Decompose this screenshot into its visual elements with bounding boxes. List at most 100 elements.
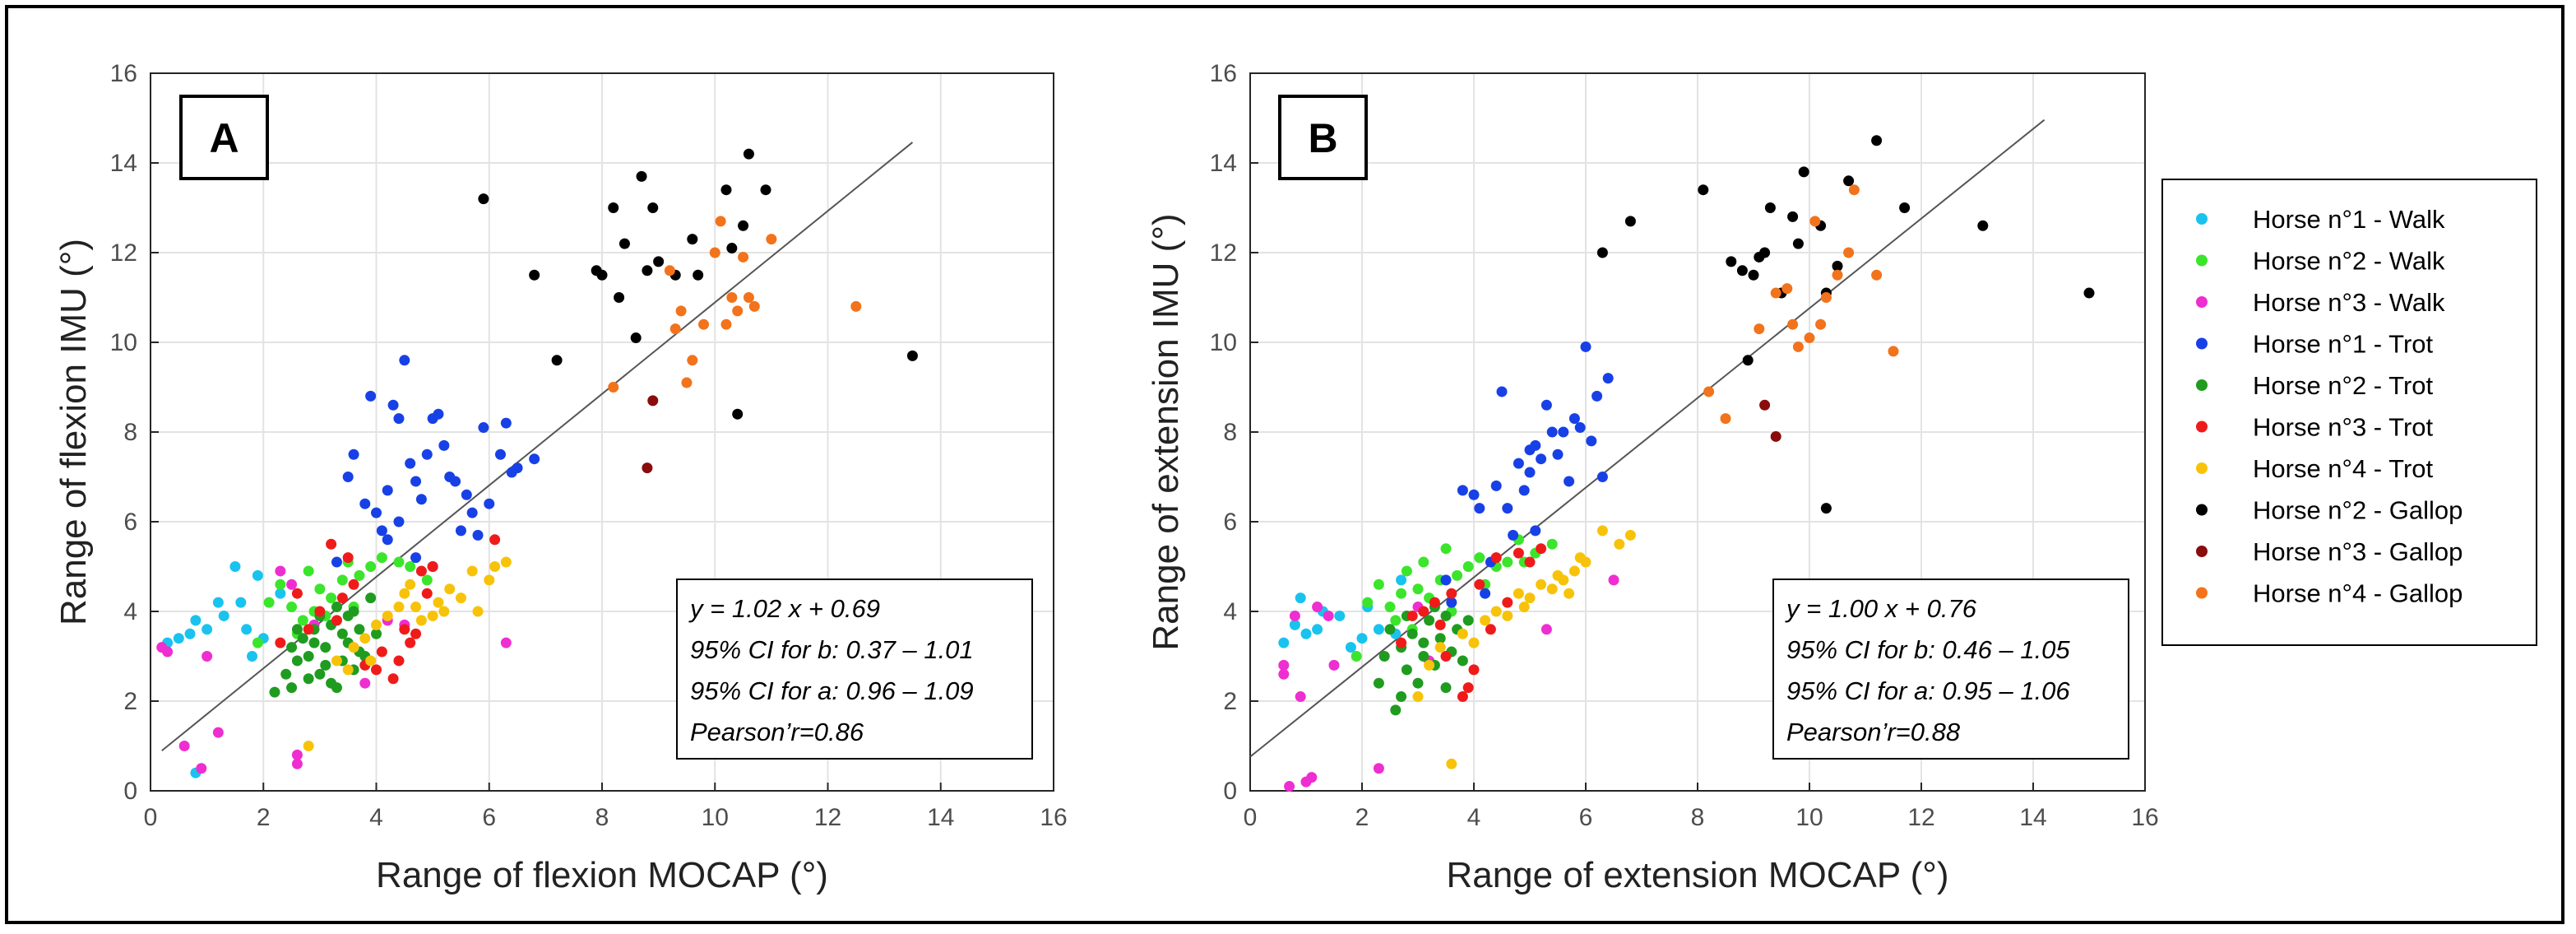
data-point <box>399 624 410 635</box>
data-point <box>303 565 314 577</box>
data-point <box>331 682 342 694</box>
data-point <box>608 382 619 393</box>
data-point <box>726 292 738 303</box>
data-point <box>387 673 399 685</box>
data-point <box>336 628 348 639</box>
data-point <box>1406 610 1418 621</box>
data-point <box>297 633 308 644</box>
data-point <box>1440 610 1452 621</box>
data-point <box>450 476 461 487</box>
data-point <box>280 668 292 680</box>
data-point <box>365 561 377 572</box>
data-point <box>393 602 405 613</box>
data-point <box>1440 574 1452 586</box>
data-point <box>184 628 196 639</box>
data-point <box>275 588 286 599</box>
data-point <box>314 668 326 680</box>
data-point <box>1446 758 1457 769</box>
data-point <box>1703 386 1715 397</box>
data-point <box>455 525 466 537</box>
data-point <box>1480 615 1491 626</box>
data-point <box>241 624 253 635</box>
legend-label: Horse n°1 - Trot <box>2253 330 2434 359</box>
x-tick-label: 8 <box>1691 804 1705 831</box>
data-point <box>314 583 326 595</box>
data-point <box>1764 202 1776 213</box>
y-tick-label: 4 <box>123 598 137 625</box>
panel-a-stats-box: y = 1.02 x + 0.69 95% CI for b: 0.37 – 1… <box>676 579 1033 760</box>
data-point <box>466 565 478 577</box>
data-point <box>529 453 540 465</box>
data-point <box>1457 485 1468 496</box>
data-point <box>675 305 687 317</box>
legend-item: Horse n°1 - Trot <box>2196 330 2434 359</box>
data-point <box>1434 642 1446 653</box>
data-point <box>1396 588 1407 599</box>
data-point <box>596 269 608 281</box>
legend-label: Horse n°3 - Gallop <box>2253 537 2462 566</box>
data-point <box>1513 458 1524 469</box>
data-point <box>1564 476 1575 487</box>
data-point <box>1742 355 1754 366</box>
data-point <box>1787 318 1799 330</box>
data-point <box>1536 579 1547 590</box>
data-point <box>687 234 698 245</box>
data-point <box>415 494 427 505</box>
data-point <box>1306 772 1318 783</box>
data-point <box>1843 175 1855 187</box>
panel-b-regression-line <box>1249 118 2046 758</box>
data-point <box>1596 472 1608 482</box>
data-point <box>1434 619 1446 630</box>
data-point <box>1424 659 1435 671</box>
data-point <box>286 579 298 590</box>
data-point <box>291 624 303 635</box>
legend-item: Horse n°2 - Gallop <box>2196 496 2462 525</box>
x-tick-label: 6 <box>482 804 496 831</box>
data-point <box>1401 664 1412 676</box>
data-point <box>1614 538 1625 550</box>
data-point <box>1608 574 1619 586</box>
data-point <box>247 651 258 662</box>
data-point <box>320 659 331 671</box>
data-point <box>371 664 382 676</box>
data-point <box>1496 386 1508 397</box>
data-point <box>1429 597 1440 608</box>
y-tick-label: 8 <box>123 419 137 446</box>
data-point <box>1871 135 1883 146</box>
data-point <box>359 677 371 689</box>
data-point <box>1462 561 1474 572</box>
x-tick-label: 4 <box>369 804 383 831</box>
data-point <box>1474 503 1485 514</box>
data-point <box>438 606 450 617</box>
data-point <box>1334 610 1346 621</box>
data-point <box>1490 552 1502 564</box>
data-point <box>421 588 433 599</box>
data-point <box>1401 565 1412 577</box>
data-point <box>472 606 484 617</box>
legend-item: Horse n°3 - Walk <box>2196 288 2445 317</box>
panel-a-y-ticks: 0 2 4 6 8 10 12 14 16 <box>110 60 159 805</box>
data-point <box>342 472 354 482</box>
data-point <box>1412 677 1424 689</box>
data-point <box>365 592 377 604</box>
panel-a-letter: A <box>209 115 239 161</box>
figure-frame <box>5 5 2564 924</box>
panel-b-pearson: Pearson’r=0.88 <box>1786 718 1961 746</box>
legend-label: Horse n°3 - Trot <box>2253 413 2434 442</box>
data-point <box>1406 628 1418 639</box>
legend-marker <box>2196 421 2208 433</box>
data-point <box>1396 574 1407 586</box>
legend-marker <box>2196 379 2208 391</box>
data-point <box>1770 287 1781 299</box>
y-tick-label: 10 <box>110 329 137 356</box>
data-point <box>1530 439 1541 451</box>
data-point <box>314 606 326 617</box>
data-point <box>354 569 365 581</box>
data-point <box>1792 238 1804 249</box>
data-point <box>850 300 862 312</box>
data-point <box>1468 637 1480 648</box>
data-point <box>551 355 563 366</box>
data-point <box>178 741 190 751</box>
data-point <box>1485 624 1496 635</box>
data-point <box>653 256 665 267</box>
